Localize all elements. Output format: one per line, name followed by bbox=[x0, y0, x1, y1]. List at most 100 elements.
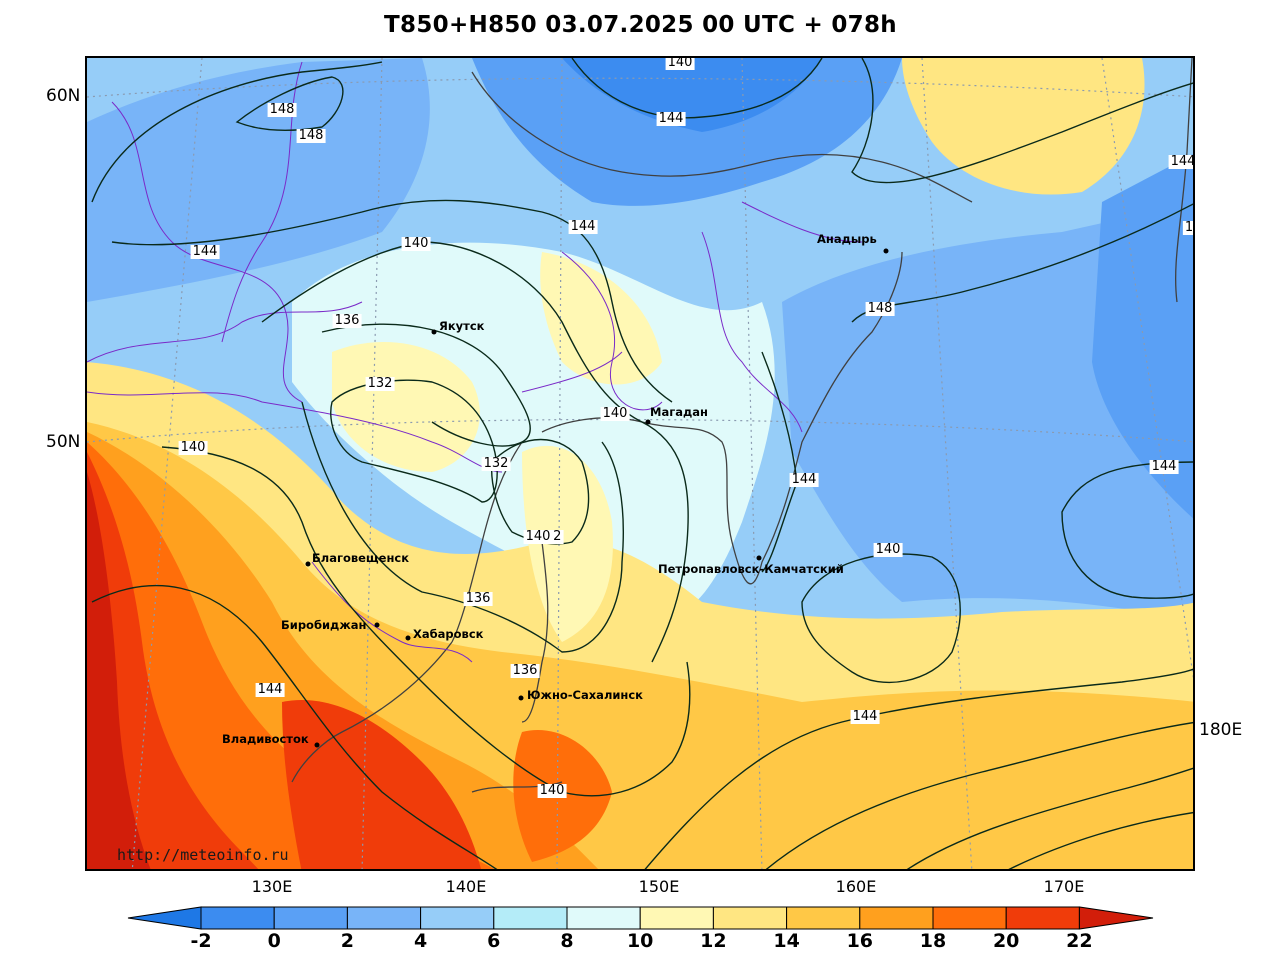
temp-sakhalin-pale bbox=[522, 445, 613, 642]
contour-label: 140 bbox=[401, 236, 431, 251]
colorbar-segment bbox=[200, 906, 275, 930]
city-label-anadyr: Анадырь bbox=[817, 232, 877, 246]
colorbar-segment bbox=[786, 906, 861, 930]
contour-label: 140 bbox=[600, 406, 630, 421]
contour-label: 140 bbox=[178, 440, 208, 455]
contour-label: 136 bbox=[463, 591, 493, 606]
contour-132-east bbox=[490, 438, 590, 545]
temp-north-sea bbox=[472, 58, 902, 206]
city-marker-birobidzhan bbox=[374, 622, 380, 628]
colorbar-segment bbox=[346, 906, 422, 930]
lon-label-170e: 170E bbox=[1043, 877, 1085, 896]
lon-label-160e: 160E bbox=[835, 877, 877, 896]
contour-label: 136 bbox=[510, 663, 540, 678]
colorbar-segment bbox=[859, 906, 934, 930]
colorbar-segment bbox=[932, 906, 1007, 930]
contour-label: 144 bbox=[568, 219, 598, 234]
contour-152-southeast bbox=[906, 767, 1193, 869]
watermark-url: http://meteoinfo.ru bbox=[117, 846, 289, 864]
contour-label: 1 bbox=[1182, 220, 1194, 235]
contour-144-northeast bbox=[851, 58, 1193, 184]
contour-140-south bbox=[161, 446, 691, 797]
contour-136-south bbox=[301, 401, 624, 653]
colorbar-segment bbox=[420, 906, 495, 930]
temp-hotter-band bbox=[87, 442, 495, 869]
colorbar-segment bbox=[712, 906, 788, 930]
temp-hottest-band bbox=[87, 452, 259, 869]
colorbar-below bbox=[127, 906, 202, 930]
city-marker-magadan bbox=[645, 419, 651, 425]
contour-label: 140 bbox=[537, 783, 567, 798]
contour-144-southwest bbox=[91, 585, 498, 869]
colorbar-tick-label: 2 bbox=[340, 930, 355, 952]
contour-136-north bbox=[321, 323, 531, 447]
city-marker-anadyr bbox=[883, 248, 889, 254]
city-label-birobidzhan: Биробиджан bbox=[281, 618, 367, 632]
contour-144-sea bbox=[1061, 461, 1193, 599]
map-area: 140 144 148 148 144 144 140 136 132 140 … bbox=[85, 56, 1195, 871]
colorbar-tick-label: 18 bbox=[919, 930, 947, 952]
contour-label: 140 bbox=[523, 529, 553, 544]
colorbar-segment bbox=[639, 906, 714, 930]
temp-west-blue bbox=[87, 58, 430, 302]
contour-label: 144 bbox=[255, 682, 285, 697]
contour-148-inner bbox=[235, 76, 344, 131]
geopotential-contours bbox=[91, 58, 1193, 869]
temp-pacific-deep bbox=[1092, 154, 1193, 519]
map-title: T850+H850 03.07.2025 00 UTC + 078h bbox=[384, 12, 897, 38]
contour-label: 144 bbox=[850, 709, 880, 724]
city-label-yuzhno-sakhalinsk: Южно-Сахалинск bbox=[527, 688, 643, 702]
temp-central-yellow bbox=[540, 252, 662, 385]
colorbar-tick-label: -2 bbox=[190, 930, 212, 952]
city-label-vladivostok: Владивосток bbox=[222, 732, 309, 746]
colorbar-tick-label: 20 bbox=[992, 930, 1020, 952]
colorbar-tick-label: 22 bbox=[1066, 930, 1093, 952]
city-label-magadan: Магадан bbox=[650, 405, 708, 419]
contour-label: 132 bbox=[365, 376, 395, 391]
lon-label-140e: 140E bbox=[445, 877, 487, 896]
temp-chukotka bbox=[902, 58, 1145, 195]
city-marker-petropavlovsk bbox=[756, 555, 762, 561]
contour-132-west bbox=[330, 379, 498, 503]
contour-label: 132 bbox=[481, 456, 511, 471]
city-marker-yuzhno-sakhalinsk bbox=[518, 695, 524, 701]
colorbar-tick-label: 16 bbox=[846, 930, 874, 952]
city-label-petropavlovsk: Петропавловск-Камчатский bbox=[658, 562, 844, 576]
contour-label: 140 bbox=[665, 56, 695, 70]
city-label-khabarovsk: Хабаровск bbox=[413, 627, 484, 641]
colorbar-tick-label: 8 bbox=[560, 930, 574, 952]
colorbar-tick-label: 14 bbox=[773, 930, 800, 952]
contour-label: 136 bbox=[332, 313, 362, 328]
map-canvas bbox=[87, 58, 1193, 869]
city-marker-blagoveshchensk bbox=[305, 561, 311, 567]
contour-label: 148 bbox=[267, 102, 297, 117]
contour-140-main bbox=[261, 241, 689, 663]
lat-label-50n: 50N bbox=[46, 432, 81, 452]
contour-label: 144 bbox=[190, 244, 220, 259]
contour-144-north bbox=[571, 58, 823, 119]
colorbar-segment bbox=[1005, 906, 1080, 930]
temp-extreme-band bbox=[87, 472, 151, 869]
lon-label-180e: 180E bbox=[1199, 720, 1243, 740]
colorbar-tick-label: 12 bbox=[700, 930, 727, 952]
colorbar-segment bbox=[493, 906, 568, 930]
contour-156-southeast bbox=[1008, 811, 1193, 869]
contour-label: 148 bbox=[296, 128, 326, 143]
contour-label: 144 bbox=[789, 472, 819, 487]
contour-140-sea bbox=[801, 553, 961, 684]
colorbar-tick-label: 10 bbox=[626, 930, 654, 952]
colorbar-tick-label: 6 bbox=[487, 930, 501, 952]
contour-148-outer bbox=[91, 61, 383, 203]
temp-north-deep bbox=[562, 58, 822, 132]
temp-yakutia-yellow bbox=[332, 342, 480, 472]
city-marker-vladivostok bbox=[314, 742, 320, 748]
colorbar-segment bbox=[566, 906, 641, 930]
colorbar-tick-label: 0 bbox=[267, 930, 281, 952]
contour-label: 148 bbox=[865, 301, 895, 316]
contour-label: 144 bbox=[656, 111, 686, 126]
colorbar-segment bbox=[273, 906, 348, 930]
contour-label: 144 bbox=[1149, 459, 1179, 474]
lat-label-60n: 60N bbox=[46, 86, 81, 106]
city-label-yakutsk: Якутск bbox=[439, 319, 485, 333]
contour-label: 140 bbox=[873, 542, 903, 557]
